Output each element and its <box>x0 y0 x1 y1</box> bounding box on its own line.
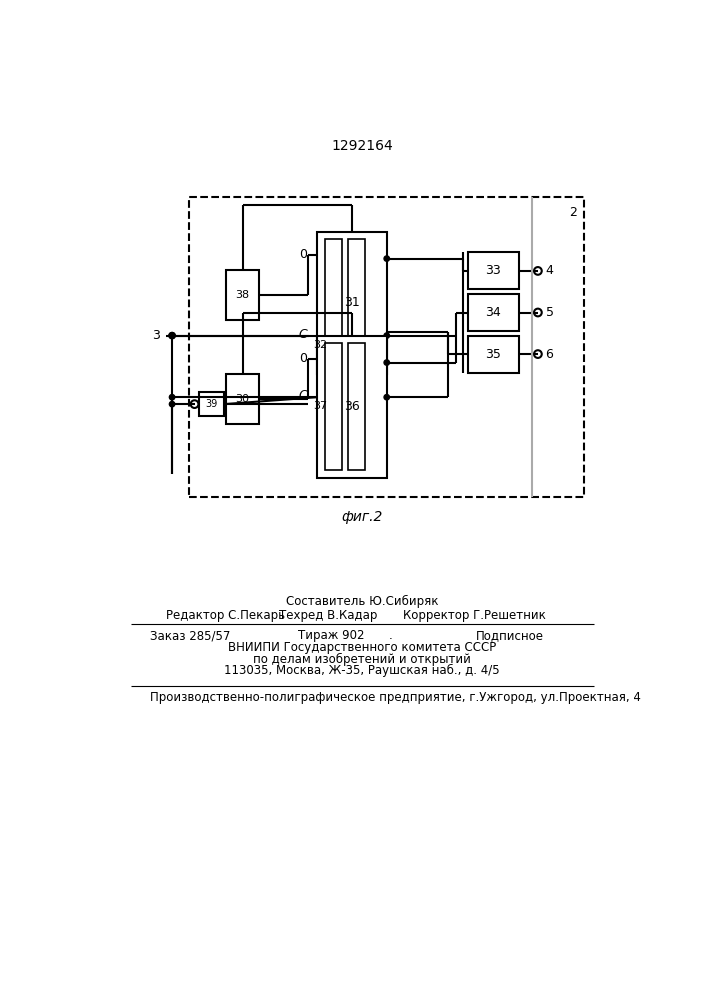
Circle shape <box>169 333 175 339</box>
Text: Заказ 285/57: Заказ 285/57 <box>151 629 230 642</box>
Text: .: . <box>389 629 392 642</box>
Text: 39: 39 <box>206 399 218 409</box>
Bar <box>199 392 224 416</box>
Text: Редактор С.Пекарь: Редактор С.Пекарь <box>166 609 285 622</box>
Text: C: C <box>298 328 307 341</box>
Text: фиг.2: фиг.2 <box>341 510 382 524</box>
Text: 34: 34 <box>486 306 501 319</box>
Circle shape <box>384 360 390 365</box>
Text: 6: 6 <box>546 348 554 361</box>
Bar <box>325 239 341 366</box>
Text: 4: 4 <box>546 264 554 277</box>
Text: 3: 3 <box>152 329 160 342</box>
Text: 36: 36 <box>344 400 360 413</box>
Bar <box>348 343 365 470</box>
Circle shape <box>384 395 390 400</box>
Bar <box>317 336 387 478</box>
Text: ВНИИПИ Государственного комитета СССР: ВНИИПИ Государственного комитета СССР <box>228 641 496 654</box>
Text: 113035, Москва, Ж-35, Раушская наб., д. 4/5: 113035, Москва, Ж-35, Раушская наб., д. … <box>224 664 500 677</box>
Text: Подписное: Подписное <box>476 629 544 642</box>
Text: 30: 30 <box>235 394 250 404</box>
Circle shape <box>169 333 175 339</box>
Text: Производственно-полиграфическое предприятие, г.Ужгород, ул.Проектная, 4: Производственно-полиграфическое предприя… <box>151 691 641 704</box>
Bar <box>348 239 365 366</box>
Text: 1292164: 1292164 <box>331 139 393 153</box>
Circle shape <box>534 309 542 316</box>
Text: Корректор Г.Решетник: Корректор Г.Решетник <box>403 609 546 622</box>
Text: Составитель Ю.Сибиряк: Составитель Ю.Сибиряк <box>286 595 438 608</box>
Text: 0: 0 <box>299 248 307 261</box>
Circle shape <box>170 395 175 400</box>
Circle shape <box>384 256 390 261</box>
Bar <box>226 374 259 424</box>
Text: 38: 38 <box>235 290 250 300</box>
Circle shape <box>191 400 199 408</box>
Bar <box>317 232 387 374</box>
Bar <box>468 252 518 289</box>
Text: 37: 37 <box>313 401 327 411</box>
Text: 32: 32 <box>313 340 327 350</box>
Text: 0: 0 <box>299 352 307 365</box>
Bar <box>468 294 518 331</box>
Text: 31: 31 <box>344 296 360 309</box>
Text: 2: 2 <box>568 206 577 219</box>
Text: 5: 5 <box>546 306 554 319</box>
Text: C: C <box>298 389 307 402</box>
Circle shape <box>534 350 542 358</box>
Bar <box>189 197 585 497</box>
Circle shape <box>170 401 175 407</box>
Text: 33: 33 <box>486 264 501 277</box>
Text: 35: 35 <box>486 348 501 361</box>
Bar <box>325 343 341 470</box>
Text: Тираж 902: Тираж 902 <box>298 629 364 642</box>
Bar <box>468 336 518 373</box>
Text: по делам изобретений и открытий: по делам изобретений и открытий <box>253 652 471 666</box>
Bar <box>226 270 259 320</box>
Circle shape <box>534 267 542 275</box>
Text: Техред В.Кадар: Техред В.Кадар <box>279 609 378 622</box>
Circle shape <box>384 333 390 338</box>
